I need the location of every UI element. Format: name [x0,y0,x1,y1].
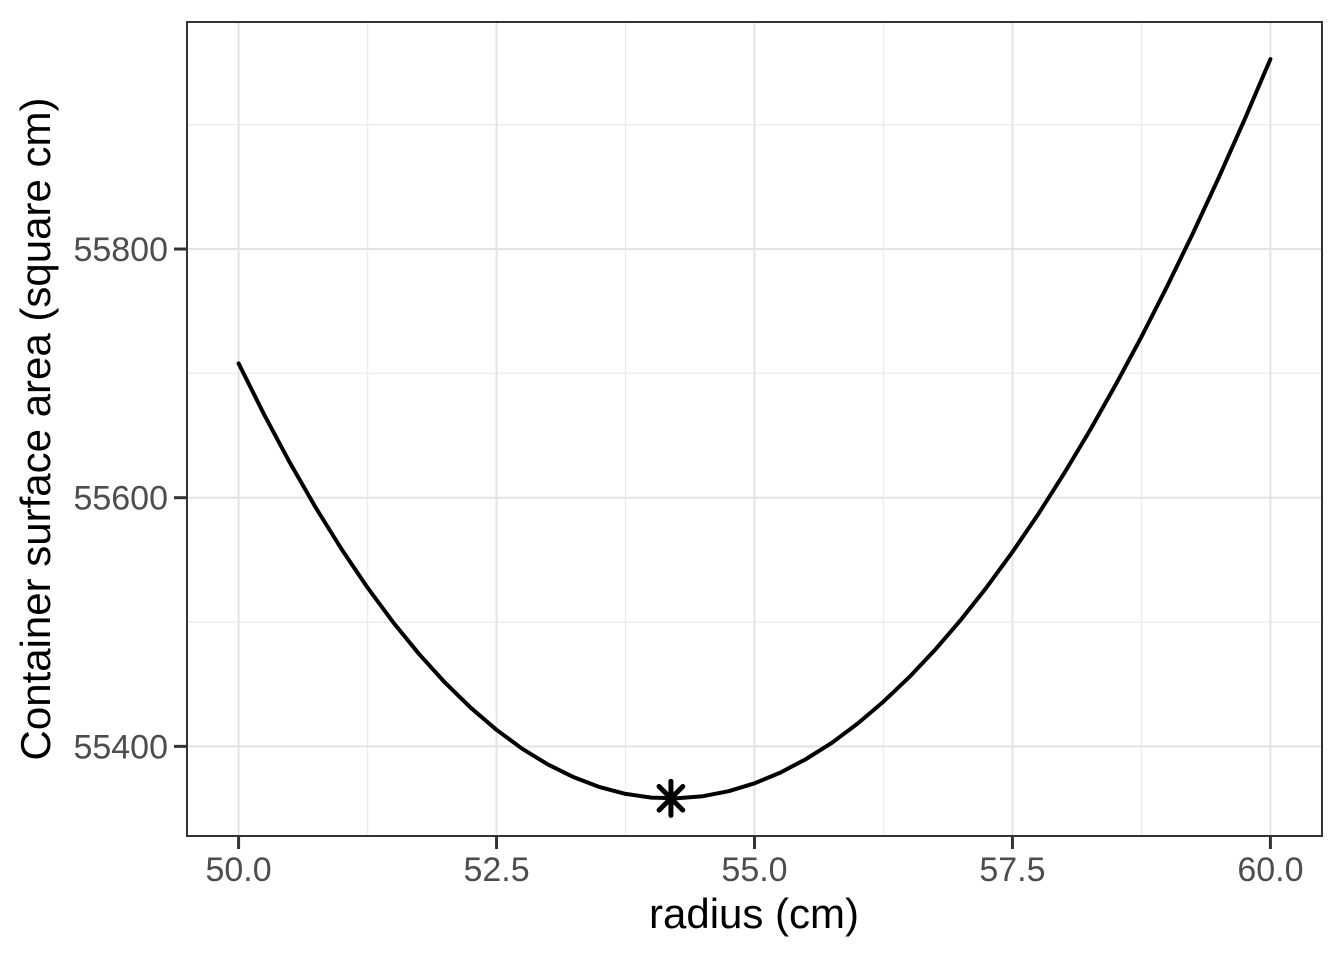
x-tick-label: 60.0 [1237,851,1303,889]
y-tick-label: 55400 [73,728,168,766]
y-axis-tick-labels: 55400 55600 55800 [73,231,168,766]
x-axis-title: radius (cm) [649,890,859,937]
x-axis-tick-labels: 50.0 52.5 55.0 57.5 60.0 [205,851,1303,889]
x-tick-label: 52.5 [463,851,529,889]
minimum-point-marker [656,783,686,813]
container-surface-area-curve [236,57,1273,801]
axis-tick-marks [174,247,1272,849]
line-series [236,57,1273,801]
x-tick-label: 57.5 [979,851,1045,889]
major-gridlines [187,22,1322,836]
y-tick-label: 55800 [73,231,168,269]
y-tick-label: 55600 [73,480,168,518]
x-tick-label: 55.0 [721,851,787,889]
y-axis-title: Container surface area (square cm) [12,98,59,761]
x-tick-label: 50.0 [205,851,271,889]
optimum-point-marker [656,778,686,818]
